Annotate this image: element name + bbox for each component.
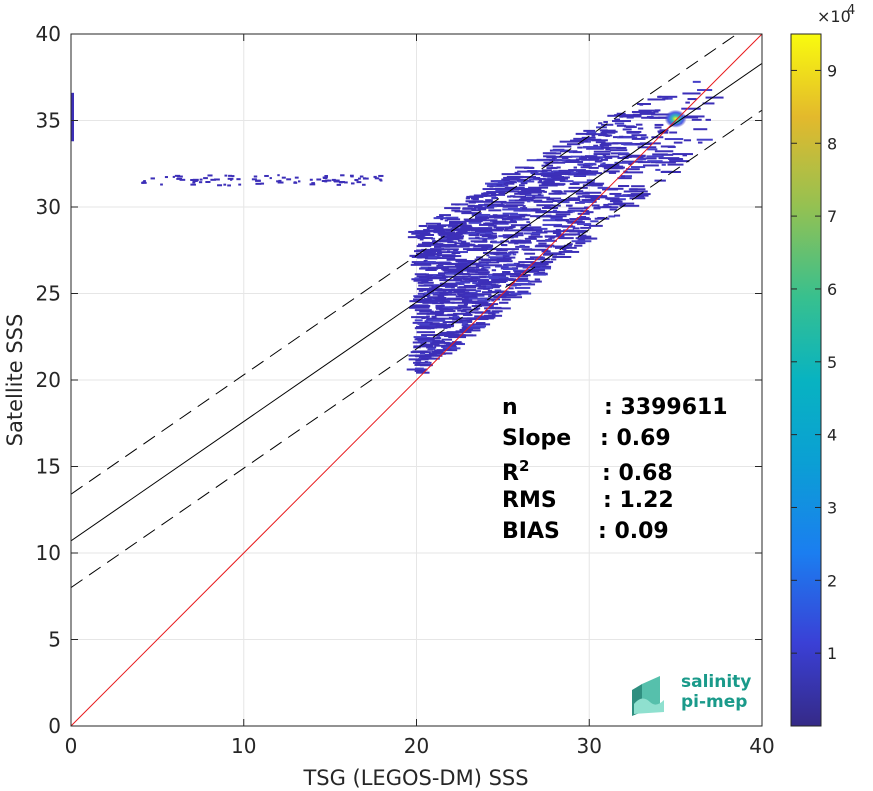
x-tick-label: 0 — [65, 734, 78, 758]
y-tick-label: 10 — [36, 541, 61, 565]
stat-label: Slope — [502, 426, 571, 451]
colorbar-tick-label: 1 — [827, 644, 837, 663]
x-tick-label: 30 — [577, 734, 602, 758]
colorbar-tick-label: 6 — [827, 280, 837, 299]
density-cloud — [71, 80, 724, 374]
y-axis: 0 5 10 15 20 25 30 35 40 — [36, 22, 762, 738]
stat-value: : 0.68 — [602, 461, 673, 486]
stat-label: n — [502, 395, 518, 420]
colorbar-multiplier-exponent: 4 — [847, 3, 855, 18]
logo-line1: salinity — [681, 672, 751, 692]
y-tick-label: 20 — [36, 368, 61, 392]
colorbar-ticks: 1 2 3 4 5 6 7 8 9 — [791, 61, 837, 663]
y-tick-label: 40 — [36, 22, 61, 46]
y-tick-label: 15 — [36, 455, 61, 479]
colorbar-multiplier: ×10 — [817, 7, 851, 26]
regression-lines — [71, 34, 762, 726]
y-tick-label: 5 — [48, 628, 61, 652]
x-tick-label: 10 — [231, 734, 256, 758]
stat-value: : 0.69 — [600, 426, 671, 451]
logo-line2: pi-mep — [681, 692, 747, 712]
stat-label: RMS — [502, 488, 557, 513]
salinity-pi-mep-logo: salinity pi-mep — [632, 672, 751, 716]
stat-label: BIAS — [502, 519, 560, 544]
y-tick-label: 30 — [36, 195, 61, 219]
y-tick-label: 0 — [48, 714, 61, 738]
colorbar-tick-label: 9 — [827, 61, 837, 80]
x-axis-title: TSG (LEGOS-DM) SSS — [302, 766, 528, 790]
colorbar-tick-label: 5 — [827, 353, 837, 372]
wave-logo-icon — [632, 676, 664, 716]
density-cells — [71, 80, 724, 374]
colorbar-tick-label: 7 — [827, 207, 837, 226]
colorbar-tick-label: 8 — [827, 134, 837, 153]
stat-value: : 3399611 — [604, 395, 728, 420]
fit-upper-bound-line — [71, 34, 738, 495]
x-axis: 0 10 20 30 40 — [65, 34, 775, 758]
fit-lower-bound-line — [71, 109, 762, 589]
density-peak — [664, 109, 687, 128]
y-axis-title: Satellite SSS — [3, 314, 27, 447]
x-tick-label: 20 — [404, 734, 429, 758]
y-tick-label: 35 — [36, 109, 61, 133]
x-tick-label: 40 — [749, 734, 774, 758]
stat-value: : 0.09 — [598, 519, 669, 544]
colorbar-tick-label: 4 — [827, 426, 837, 445]
colorbar — [790, 33, 822, 727]
identity-line — [71, 34, 762, 726]
stat-value: : 1.22 — [603, 488, 674, 513]
colorbar-tick-label: 2 — [827, 571, 837, 590]
fit-line — [71, 62, 762, 542]
colorbar-tick-label: 3 — [827, 498, 837, 517]
y-tick-label: 25 — [36, 282, 61, 306]
